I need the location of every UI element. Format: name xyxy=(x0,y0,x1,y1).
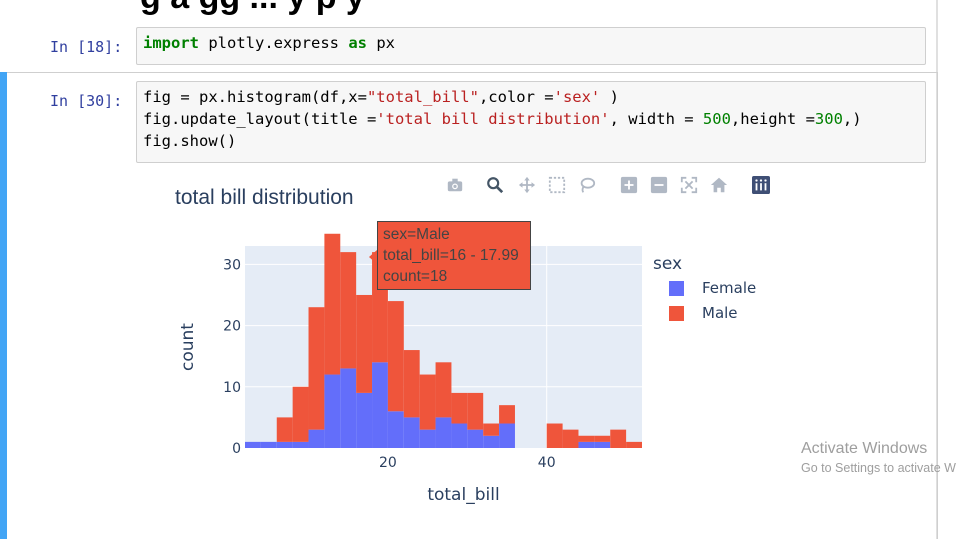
hover-tooltip-pointer xyxy=(369,250,377,264)
legend-item-male[interactable]: Male xyxy=(669,304,738,322)
autoscale-icon[interactable] xyxy=(678,174,700,196)
legend-item-female[interactable]: Female xyxy=(669,279,756,297)
camera-icon[interactable] xyxy=(444,174,466,196)
code-line: fig = px.histogram(df,x="total_bill",col… xyxy=(143,88,619,106)
lasso-icon[interactable] xyxy=(576,174,598,196)
chart-title: total bill distribution xyxy=(175,186,354,209)
plotly-logo-icon[interactable] xyxy=(750,174,772,196)
zoom-out-icon[interactable] xyxy=(648,174,670,196)
zoom-in-icon[interactable] xyxy=(618,174,640,196)
code-line: fig.update_layout(title ='total bill dis… xyxy=(143,110,862,128)
activate-windows-subtitle: Go to Settings to activate W xyxy=(801,461,956,475)
hover-tooltip: sex=Male total_bill=16 - 17.99 count=18 xyxy=(377,221,531,290)
legend-label-male: Male xyxy=(702,304,738,322)
legend-swatch-male xyxy=(669,305,684,321)
zoom-icon[interactable] xyxy=(484,174,506,196)
cell-prompt-18: In [18]: xyxy=(50,38,123,56)
legend-swatch-female xyxy=(669,280,684,296)
cell-prompt-30: In [30]: xyxy=(50,92,123,110)
tooltip-total-bill: total_bill=16 - 17.99 xyxy=(383,247,519,264)
reset-axes-icon[interactable] xyxy=(708,174,730,196)
legend-title: sex xyxy=(653,254,683,274)
pan-icon[interactable] xyxy=(516,174,538,196)
tooltip-sex: sex=Male xyxy=(383,226,450,243)
code-input-cell-30[interactable]: fig = px.histogram(df,x="total_bill",col… xyxy=(136,81,926,163)
tooltip-count: count=18 xyxy=(383,268,448,285)
activate-windows-title: Activate Windows xyxy=(801,440,928,457)
code-line: import plotly.express as px xyxy=(143,34,395,52)
notebook-heading: g a gg ... y p y xyxy=(140,0,365,17)
box-select-icon[interactable] xyxy=(546,174,568,196)
code-line: fig.show() xyxy=(143,132,237,150)
selected-cell-indicator xyxy=(0,72,7,539)
legend-label-female: Female xyxy=(702,279,757,297)
code-input-cell-18[interactable]: import plotly.express as px xyxy=(136,27,926,65)
